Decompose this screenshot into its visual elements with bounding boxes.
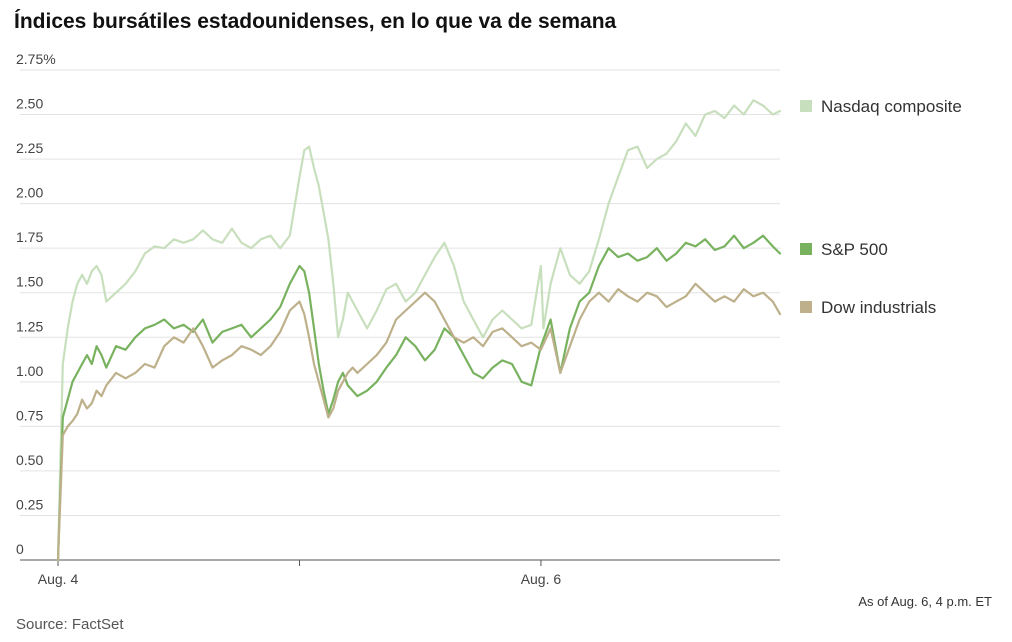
series-line-1	[56, 234, 782, 562]
y-tick-label: 1.50	[16, 274, 43, 290]
legend-swatch	[800, 243, 812, 255]
chart-title: Índices bursátiles estadounidenses, en l…	[14, 10, 617, 33]
legend-swatch	[800, 100, 812, 112]
series-line-0	[56, 99, 782, 562]
grid-lines	[20, 69, 780, 516]
y-tick-label: 2.75%	[16, 51, 56, 67]
y-tick-label: 2.25	[16, 140, 43, 156]
y-tick-label: 2.00	[16, 185, 43, 201]
x-axis: Aug. 4 Aug. 6	[20, 559, 780, 587]
y-axis-ticks: 0 0.25 0.50 0.75 1.00 1.25 1.50 1.75 2.00 2.25 2.5…	[16, 51, 56, 557]
series-line-2	[56, 282, 782, 562]
timestamp-note: As of Aug. 6, 4 p.m. ET	[858, 594, 992, 609]
y-tick-label: 0.50	[16, 452, 43, 468]
legend-swatch	[800, 301, 812, 313]
y-tick-label: 0	[16, 541, 24, 557]
source-note: Source: FactSet	[16, 616, 124, 633]
x-tick-label: Aug. 4	[38, 571, 79, 587]
y-tick-label: 1.00	[16, 363, 43, 379]
y-tick-label: 1.25	[16, 318, 43, 334]
x-tick-label: Aug. 6	[521, 571, 562, 587]
y-tick-label: 0.25	[16, 496, 43, 512]
y-tick-label: 2.50	[16, 96, 43, 112]
series-lines	[56, 99, 782, 562]
legend-label: S&P 500	[821, 240, 888, 259]
y-tick-label: 1.75	[16, 229, 43, 245]
legend-label: Nasdaq composite	[821, 97, 962, 116]
legend-label: Dow industrials	[821, 298, 936, 317]
legend: Nasdaq composite S&P 500 Dow industrials	[800, 97, 962, 317]
y-tick-label: 0.75	[16, 407, 43, 423]
